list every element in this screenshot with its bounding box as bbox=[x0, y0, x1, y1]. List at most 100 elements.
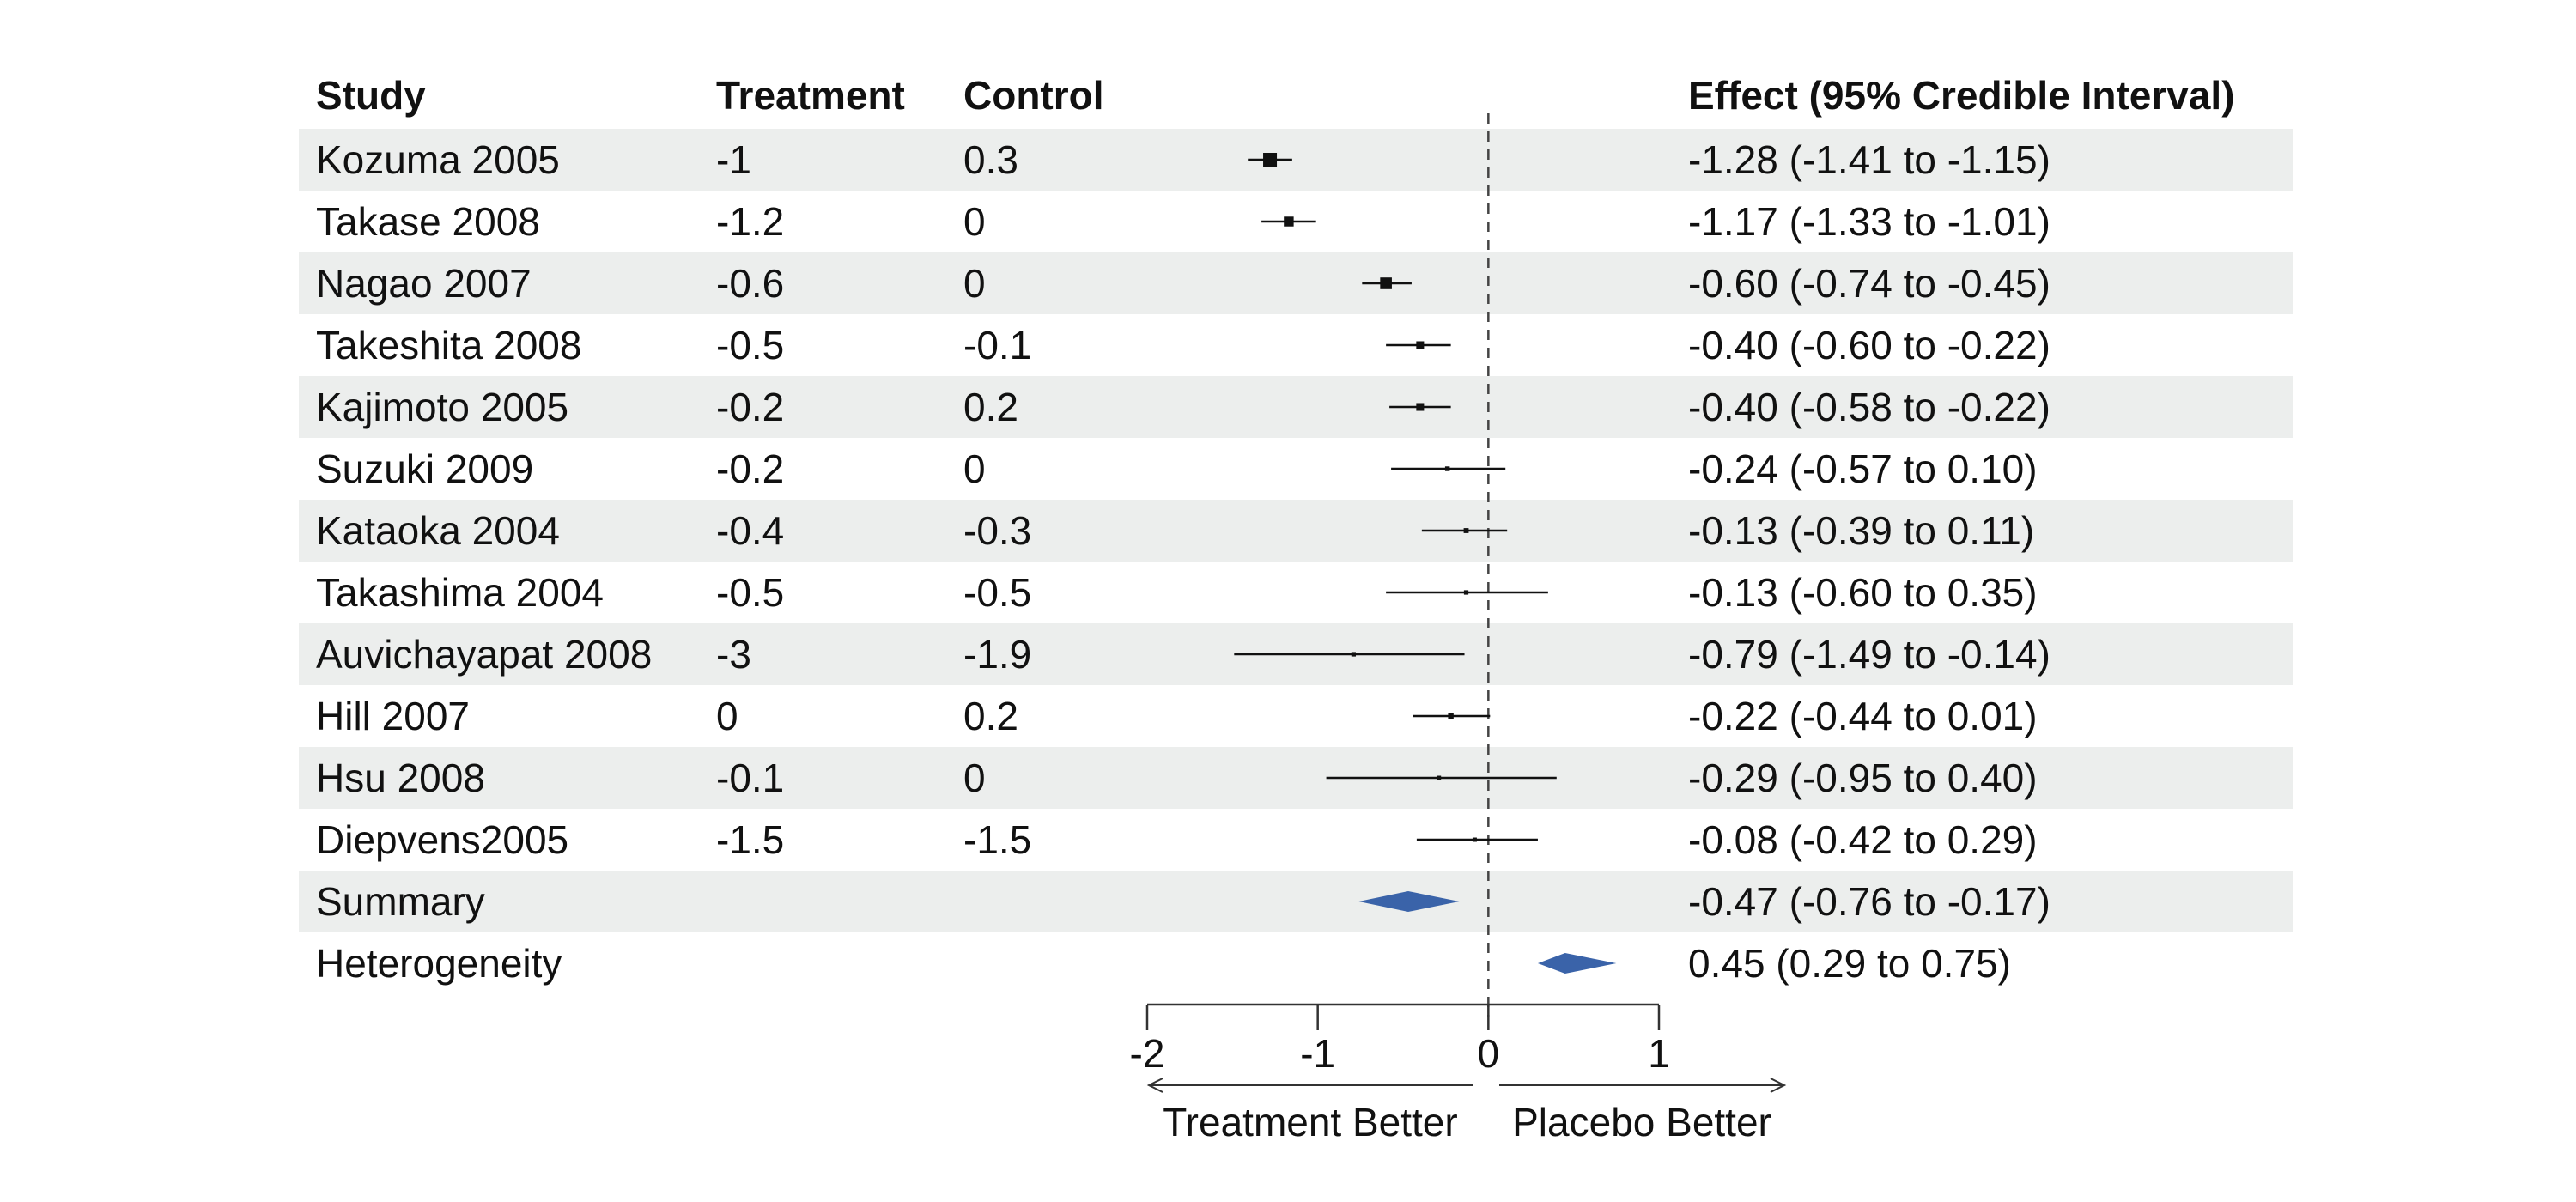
direction-labels: Treatment Better Placebo Better bbox=[1146, 1078, 1787, 1144]
table-row: Takeshita 2008 -0.5 -0.1 -0.40 (-0.60 to -0… bbox=[316, 323, 2050, 367]
treatment-value: 0 bbox=[716, 694, 738, 738]
treatment-value: -0.5 bbox=[716, 570, 784, 615]
control-value: -0.1 bbox=[963, 323, 1031, 367]
study-name: Heterogeneity bbox=[316, 941, 562, 986]
treatment-better-label: Treatment Better bbox=[1163, 1100, 1457, 1144]
table-row: Takashima 2004 -0.5 -0.5 -0.13 (-0.60 to 0.… bbox=[316, 570, 2038, 615]
treatment-value: -0.5 bbox=[716, 323, 784, 367]
placebo-better-label: Placebo Better bbox=[1512, 1100, 1771, 1144]
control-value: -0.3 bbox=[963, 508, 1031, 553]
table-rows: Kozuma 2005 -1 0.3 -1.28 (-1.41 to -1.15) Ta… bbox=[316, 137, 2050, 986]
treatment-value: -1.5 bbox=[716, 817, 784, 862]
control-value: 0 bbox=[963, 261, 986, 306]
treatment-value: -0.4 bbox=[716, 508, 784, 553]
control-value: -0.5 bbox=[963, 570, 1031, 615]
effect-estimate: -0.22 (-0.44 to 0.01) bbox=[1688, 694, 2038, 738]
placebo-better-arrowhead bbox=[1770, 1078, 1787, 1093]
x-tick-label: -2 bbox=[1130, 1031, 1165, 1076]
study-name: Takashima 2004 bbox=[316, 570, 604, 615]
point-estimate bbox=[1380, 277, 1392, 289]
study-name: Diepvens2005 bbox=[316, 817, 568, 862]
treatment-better-arrowhead bbox=[1146, 1078, 1163, 1093]
table-row: Kajimoto 2005 -0.2 0.2 -0.40 (-0.58 to -0.2… bbox=[316, 385, 2050, 429]
header-treatment: Treatment bbox=[716, 73, 905, 118]
treatment-value: -0.1 bbox=[716, 756, 784, 800]
effect-estimate: -0.47 (-0.76 to -0.17) bbox=[1688, 879, 2050, 924]
point-estimate bbox=[1263, 153, 1278, 167]
point-estimate bbox=[1444, 466, 1450, 471]
study-name: Takase 2008 bbox=[316, 199, 540, 244]
study-name: Hill 2007 bbox=[316, 694, 470, 738]
control-value: 0 bbox=[963, 756, 986, 800]
study-name: Kataoka 2004 bbox=[316, 508, 560, 553]
study-name: Takeshita 2008 bbox=[316, 323, 581, 367]
treatment-value: -1.2 bbox=[716, 199, 784, 244]
effect-estimate: 0.45 (0.29 to 0.75) bbox=[1688, 941, 2011, 986]
treatment-value: -0.2 bbox=[716, 385, 784, 429]
study-name: Summary bbox=[316, 879, 485, 924]
table-row: Summary -0.47 (-0.76 to -0.17) bbox=[316, 879, 2050, 924]
x-tick-label: -1 bbox=[1300, 1031, 1335, 1076]
point-estimate bbox=[1351, 652, 1356, 657]
row-stripe bbox=[299, 871, 2293, 932]
treatment-value: -3 bbox=[716, 632, 751, 677]
study-name: Auvichayapat 2008 bbox=[316, 632, 652, 677]
effect-estimate: -0.29 (-0.95 to 0.40) bbox=[1688, 756, 2038, 800]
table-row: Kozuma 2005 -1 0.3 -1.28 (-1.41 to -1.15) bbox=[316, 137, 2050, 182]
point-estimate bbox=[1416, 341, 1425, 349]
control-value: 0 bbox=[963, 199, 986, 244]
control-value: 0.2 bbox=[963, 694, 1018, 738]
header-control: Control bbox=[963, 73, 1104, 118]
row-stripe bbox=[299, 376, 2293, 438]
table-row: Heterogeneity 0.45 (0.29 to 0.75) bbox=[316, 941, 2011, 986]
point-estimate bbox=[1437, 775, 1442, 780]
study-name: Nagao 2007 bbox=[316, 261, 532, 306]
point-estimate bbox=[1284, 216, 1294, 227]
x-tick-label: 1 bbox=[1648, 1031, 1670, 1076]
study-name: Suzuki 2009 bbox=[316, 446, 533, 491]
header-effect: Effect (95% Credible Interval) bbox=[1688, 73, 2235, 118]
control-value: -1.5 bbox=[963, 817, 1031, 862]
effect-estimate: -0.13 (-0.39 to 0.11) bbox=[1688, 508, 2034, 553]
control-value: 0 bbox=[963, 446, 986, 491]
study-name: Kajimoto 2005 bbox=[316, 385, 568, 429]
point-estimate bbox=[1463, 590, 1469, 595]
pooled-diamond bbox=[1537, 953, 1617, 974]
treatment-value: -0.6 bbox=[716, 261, 784, 306]
control-value: 0.3 bbox=[963, 137, 1018, 182]
pooled-diamond bbox=[1358, 891, 1460, 912]
table-row: Diepvens2005 -1.5 -1.5 -0.08 (-0.42 to 0.29… bbox=[316, 817, 2038, 862]
effect-estimate: -0.60 (-0.74 to -0.45) bbox=[1688, 261, 2050, 306]
table-row: Hill 2007 0 0.2 -0.22 (-0.44 to 0.01) bbox=[316, 694, 2038, 738]
point-estimate bbox=[1463, 528, 1469, 533]
control-value: -1.9 bbox=[963, 632, 1031, 677]
table-row: Hsu 2008 -0.1 0 -0.29 (-0.95 to 0.40) bbox=[316, 756, 2038, 800]
row-stripe bbox=[299, 252, 2293, 314]
table-row: Auvichayapat 2008 -3 -1.9 -0.79 (-1.49 to -… bbox=[316, 632, 2050, 677]
row-stripe bbox=[299, 747, 2293, 809]
x-axis: -2 -1 0 1 bbox=[1130, 1003, 1670, 1076]
table-row: Takase 2008 -1.2 0 -1.17 (-1.33 to -1.01) bbox=[316, 199, 2050, 244]
effect-estimate: -0.24 (-0.57 to 0.10) bbox=[1688, 446, 2038, 491]
row-stripe bbox=[299, 129, 2293, 191]
x-tick-label: 0 bbox=[1478, 1031, 1500, 1076]
effect-estimate: -0.40 (-0.60 to -0.22) bbox=[1688, 323, 2050, 367]
header-study: Study bbox=[316, 73, 426, 118]
interval-marks bbox=[1234, 153, 1617, 974]
treatment-value: -1 bbox=[716, 137, 751, 182]
table-row: Suzuki 2009 -0.2 0 -0.24 (-0.57 to 0.10) bbox=[316, 446, 2038, 491]
row-stripe bbox=[299, 500, 2293, 562]
effect-estimate: -1.17 (-1.33 to -1.01) bbox=[1688, 199, 2050, 244]
effect-estimate: -0.08 (-0.42 to 0.29) bbox=[1688, 817, 2038, 862]
study-name: Kozuma 2005 bbox=[316, 137, 560, 182]
point-estimate bbox=[1448, 713, 1454, 719]
control-value: 0.2 bbox=[963, 385, 1018, 429]
effect-estimate: -0.40 (-0.58 to -0.22) bbox=[1688, 385, 2050, 429]
effect-estimate: -0.13 (-0.60 to 0.35) bbox=[1688, 570, 2038, 615]
point-estimate bbox=[1472, 837, 1477, 842]
treatment-value: -0.2 bbox=[716, 446, 784, 491]
effect-estimate: -0.79 (-1.49 to -0.14) bbox=[1688, 632, 2050, 677]
point-estimate bbox=[1416, 403, 1425, 411]
study-name: Hsu 2008 bbox=[316, 756, 485, 800]
